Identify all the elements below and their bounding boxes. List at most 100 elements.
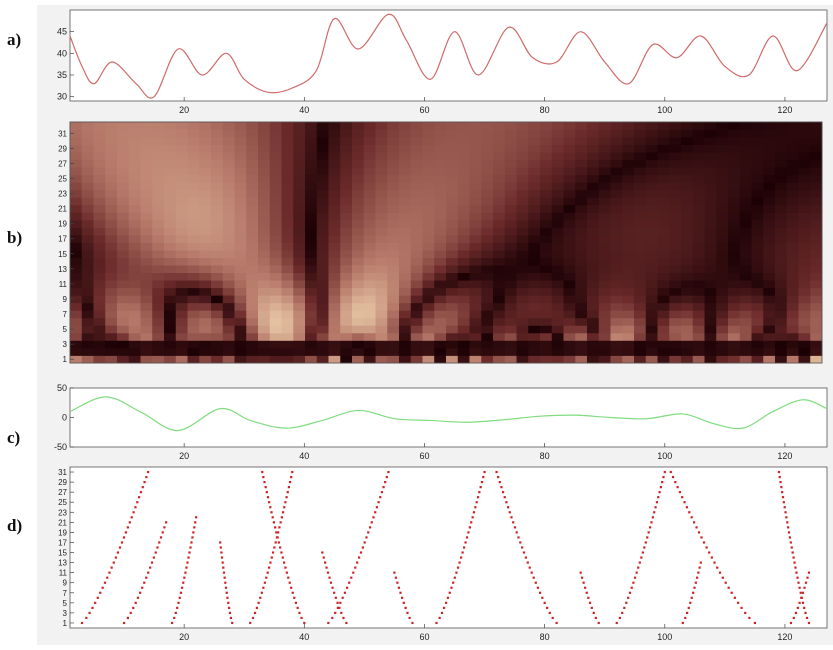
heatmap-cell (575, 152, 588, 161)
heatmap-cell (258, 325, 271, 334)
heatmap-cell (164, 189, 177, 198)
ridge-point (503, 496, 506, 499)
heatmap-cell (469, 355, 482, 364)
heatmap-cell (305, 152, 318, 161)
ridge-point (737, 601, 740, 604)
heatmap-cell (199, 325, 212, 334)
heatmap-cell (105, 242, 118, 251)
heatmap-cell (305, 295, 318, 304)
heatmap-cell (739, 295, 752, 304)
heatmap-cell (598, 122, 611, 130)
ridge-point (249, 621, 252, 625)
heatmap-cell (81, 272, 94, 281)
heatmap-cell (246, 272, 259, 281)
heatmap-cell (493, 197, 506, 206)
heatmap-cell (399, 159, 412, 168)
heatmap-cell (422, 332, 435, 341)
heatmap-cell (728, 317, 741, 326)
heatmap-cell (164, 197, 177, 206)
heatmap-cell (598, 355, 611, 364)
heatmap-cell (751, 302, 764, 311)
heatmap-cell (93, 340, 106, 349)
heatmap-cell (70, 189, 83, 198)
heatmap-cell (528, 340, 541, 349)
heatmap-cell (434, 204, 447, 213)
ridge-point (482, 475, 485, 479)
heatmap-cell (775, 197, 788, 206)
ridge-point (222, 571, 226, 574)
heatmap-cell (493, 242, 506, 251)
heatmap-cell (293, 182, 306, 191)
heatmap-cell (763, 197, 776, 206)
heatmap-cell (587, 317, 600, 326)
heatmap-cell (422, 129, 435, 138)
heatmap-cell (93, 122, 106, 130)
heatmap-cell (70, 167, 83, 176)
heatmap-cell (704, 257, 717, 266)
heatmap-cell (316, 152, 329, 161)
heatmap-cell (128, 197, 141, 206)
heatmap-cell (728, 174, 741, 183)
heatmap-cell (105, 137, 118, 145)
heatmap-cell (422, 257, 435, 266)
heatmap-cell (434, 212, 447, 221)
heatmap-cell (587, 257, 600, 266)
heatmap-cell (493, 137, 506, 145)
heatmap-cell (422, 189, 435, 198)
heatmap-cell (387, 204, 400, 213)
heatmap-cell (234, 204, 247, 213)
ridge-point (326, 571, 330, 574)
heatmap-cell (316, 250, 329, 258)
heatmap-cell (422, 287, 435, 296)
ridge-point (708, 551, 711, 554)
heatmap-cell (117, 340, 130, 349)
heatmap-cell (469, 242, 482, 251)
heatmap-cell (93, 347, 106, 356)
ridge-point (136, 596, 140, 599)
heatmap-cell (152, 129, 165, 138)
x-tick-label: 40 (299, 632, 309, 642)
heatmap-cell (93, 182, 106, 191)
heatmap-cell (704, 174, 717, 183)
heatmap-cell (681, 272, 694, 281)
heatmap-cell (128, 355, 141, 364)
heatmap-cell (410, 265, 423, 274)
y-tick-label: 23 (58, 190, 67, 199)
heatmap-cell (375, 152, 388, 161)
ridge-point (579, 571, 582, 574)
heatmap-cell (175, 317, 188, 326)
heatmap-cell (352, 287, 365, 296)
heatmap-cell (481, 122, 494, 130)
heatmap-cell (493, 265, 506, 274)
heatmap-cell (540, 257, 553, 266)
heatmap-cell (528, 310, 541, 319)
heatmap-cell (234, 197, 247, 206)
y-tick-label: 3 (63, 340, 68, 349)
ridge-point (147, 470, 150, 474)
heatmap-cell (622, 265, 635, 274)
heatmap-cell (222, 152, 235, 161)
heatmap-cell (140, 212, 153, 221)
heatmap-cell (810, 310, 823, 319)
ridge-point (543, 601, 546, 604)
heatmap-cell (810, 287, 823, 296)
heatmap-cell (704, 280, 717, 289)
heatmap-cell (152, 152, 165, 161)
heatmap-cell (775, 182, 788, 191)
heatmap-cell (281, 204, 294, 213)
heatmap-cell (587, 272, 600, 281)
heatmap-cell (269, 280, 282, 289)
heatmap-cell (352, 159, 365, 168)
heatmap-cell (246, 152, 259, 161)
heatmap-cell (763, 332, 776, 341)
heatmap-cell (669, 152, 682, 161)
heatmap-cell (598, 212, 611, 221)
heatmap-cell (493, 355, 506, 364)
ridge-point (139, 491, 143, 494)
heatmap-cell (481, 212, 494, 221)
heatmap-cell (363, 144, 376, 153)
heatmap-cell (575, 182, 588, 191)
heatmap-cell (187, 204, 200, 213)
heatmap-cell (657, 137, 670, 145)
heatmap-cell (786, 272, 799, 281)
